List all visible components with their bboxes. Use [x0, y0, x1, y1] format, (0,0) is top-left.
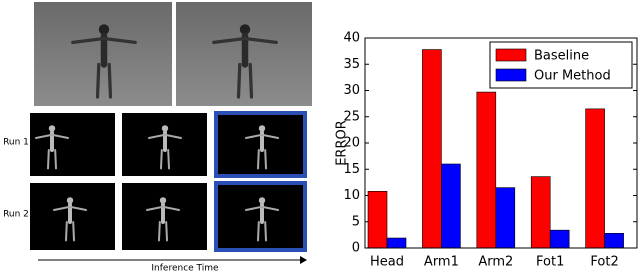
- y-axis-label: ERROR: [335, 120, 350, 166]
- y-tick-label: 10: [343, 188, 360, 203]
- y-tick-label: 15: [343, 162, 360, 177]
- x-tick-label: Head: [370, 255, 404, 270]
- y-tick-label: 30: [343, 83, 360, 98]
- render: [214, 111, 307, 178]
- time-label: Inference Time: [151, 264, 219, 273]
- y-tick-label: 0: [352, 241, 360, 256]
- legend-swatch: [495, 68, 527, 82]
- render: [30, 183, 115, 250]
- legend-label: Baseline: [534, 49, 589, 64]
- x-tick-label: Fot2: [590, 255, 618, 270]
- bar: [585, 108, 605, 249]
- bar: [367, 191, 388, 249]
- y-tick-label: 40: [343, 31, 360, 46]
- legend-swatch: [495, 48, 527, 62]
- arrow-head: [300, 256, 307, 264]
- y-tick-label: 35: [343, 57, 360, 72]
- bar: [604, 233, 624, 249]
- photos: Inference Time Run 1 Run 2: [3, 2, 312, 274]
- bar: [495, 187, 516, 249]
- y-tick-label: 5: [352, 214, 360, 229]
- render: [30, 113, 115, 176]
- bar: [530, 176, 551, 249]
- row-label: Run 2: [3, 210, 29, 220]
- bar: [476, 91, 497, 249]
- bar: [549, 229, 570, 249]
- y-tick-label: 25: [343, 109, 360, 124]
- x-tick-label: Fot1: [536, 255, 564, 270]
- plot-frame: [364, 37, 638, 249]
- row-label: Run 1: [3, 138, 29, 148]
- bar: [386, 237, 407, 249]
- bar: [441, 163, 461, 249]
- x-tick-label: Arm1: [424, 255, 459, 270]
- y-tick-label: 20: [343, 136, 360, 151]
- legend-label: Our Method: [534, 69, 611, 84]
- bar: [422, 49, 442, 249]
- x-tick-label: Arm2: [478, 255, 513, 270]
